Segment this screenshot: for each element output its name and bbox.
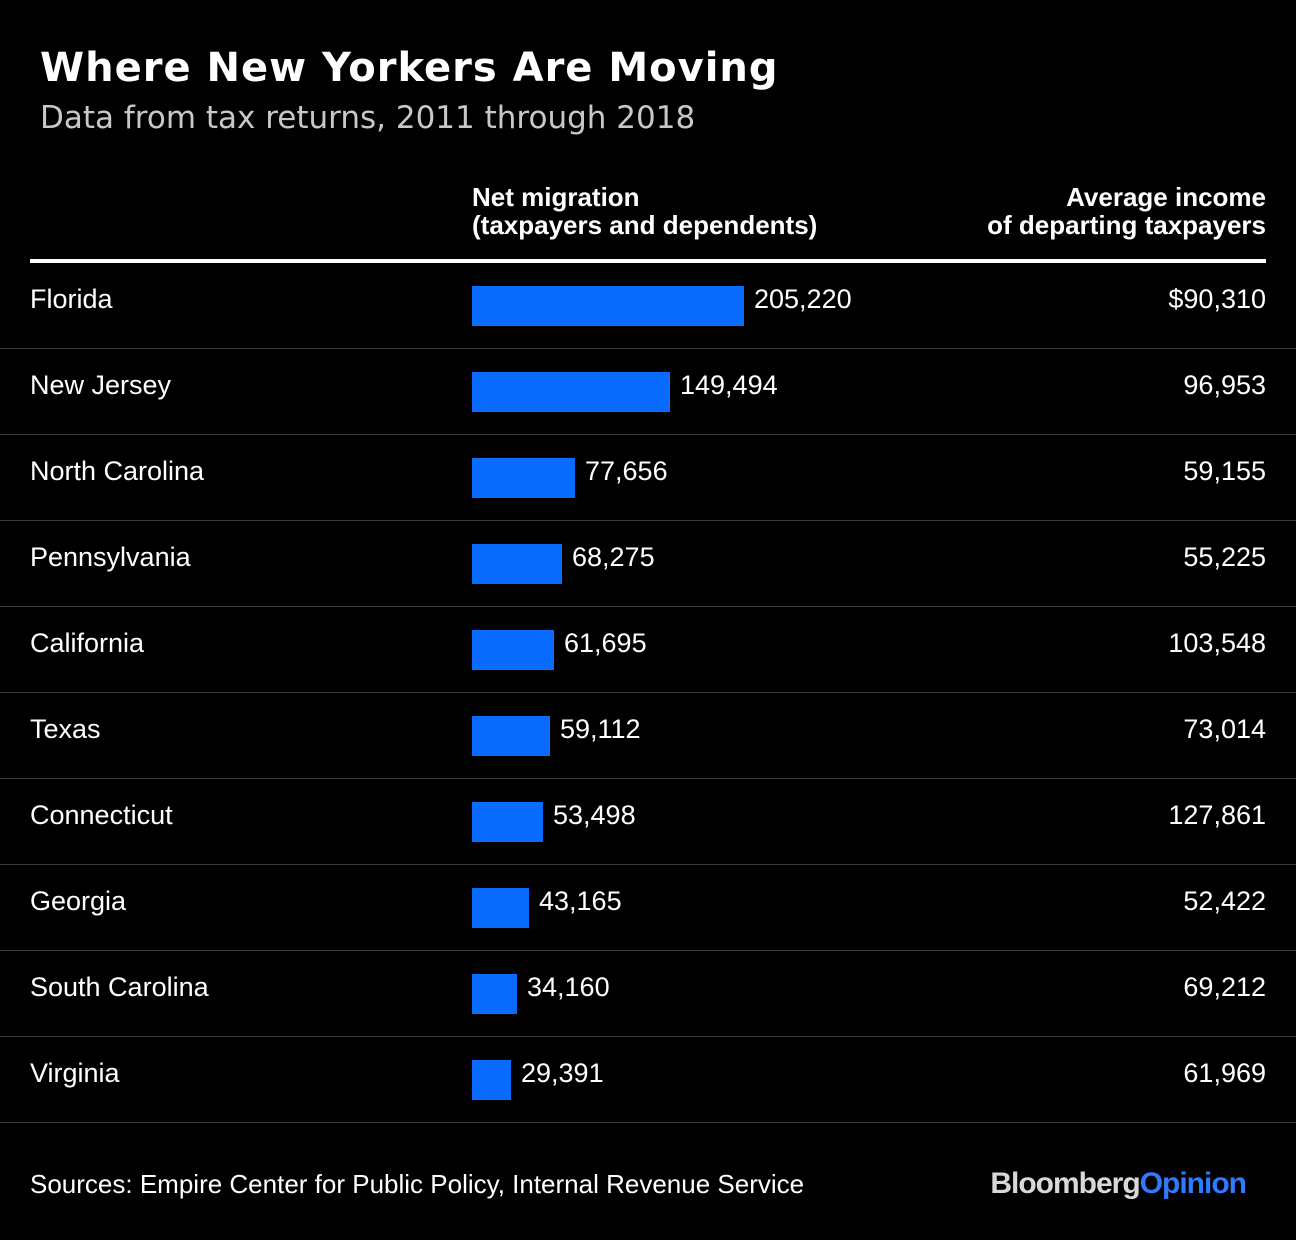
chart-row: Virginia 29,391 61,969 — [0, 1037, 1296, 1123]
income-value-label: 127,861 — [1168, 800, 1266, 830]
migration-bar — [472, 802, 543, 842]
bloomberg-opinion-logo: BloombergOpinion — [990, 1167, 1247, 1200]
migration-bar — [472, 544, 562, 584]
column-header-income-line2: of departing taxpayers — [987, 210, 1266, 240]
migration-value-label: 29,391 — [521, 1058, 604, 1088]
column-header-migration: Net migration (taxpayers and dependents) — [472, 183, 817, 239]
chart-rows: Florida 205,220 $90,310 New Jersey 149,494 96… — [0, 263, 1296, 1123]
migration-bar — [472, 716, 550, 756]
chart-subtitle: Data from tax returns, 2011 through 2018 — [40, 100, 696, 136]
state-label: South Carolina — [30, 972, 209, 1002]
migration-bar — [472, 1060, 511, 1100]
migration-bar — [472, 888, 529, 928]
column-header-income-line1: Average income — [1066, 182, 1266, 212]
income-value-label: 55,225 — [1183, 542, 1266, 572]
header-rule — [30, 259, 1266, 263]
migration-value-label: 68,275 — [572, 542, 655, 572]
income-value-label: 61,969 — [1183, 1058, 1266, 1088]
state-label: Virginia — [30, 1058, 120, 1088]
source-note: Sources: Empire Center for Public Policy… — [30, 1169, 805, 1199]
column-header-migration-line1: Net migration — [472, 182, 640, 212]
income-value-label: 59,155 — [1183, 456, 1266, 486]
state-label: Texas — [30, 714, 101, 744]
migration-value-label: 61,695 — [564, 628, 647, 658]
chart-row: North Carolina 77,656 59,155 — [0, 435, 1296, 521]
migration-value-label: 53,498 — [553, 800, 636, 830]
income-value-label: 96,953 — [1183, 370, 1266, 400]
migration-bar — [472, 286, 744, 326]
chart-row: South Carolina 34,160 69,212 — [0, 951, 1296, 1037]
migration-bar — [472, 458, 575, 498]
income-value-label: $90,310 — [1168, 284, 1266, 314]
migration-value-label: 149,494 — [680, 370, 778, 400]
chart-title: Where New Yorkers Are Moving — [40, 45, 779, 91]
income-value-label: 69,212 — [1183, 972, 1266, 1002]
state-label: Florida — [30, 284, 113, 314]
chart-row: Pennsylvania 68,275 55,225 — [0, 521, 1296, 607]
state-label: Georgia — [30, 886, 127, 916]
chart-row: Texas 59,112 73,014 — [0, 693, 1296, 779]
chart-row: New Jersey 149,494 96,953 — [0, 349, 1296, 435]
column-header-migration-line2: (taxpayers and dependents) — [472, 210, 818, 240]
state-label: North Carolina — [30, 456, 205, 486]
income-value-label: 73,014 — [1183, 714, 1266, 744]
income-value-label: 52,422 — [1183, 886, 1266, 916]
migration-value-label: 77,656 — [585, 456, 668, 486]
chart-row: Georgia 43,165 52,422 — [0, 865, 1296, 951]
migration-value-label: 34,160 — [527, 972, 610, 1002]
chart-row: California 61,695 103,548 — [0, 607, 1296, 693]
chart-row: Florida 205,220 $90,310 — [0, 263, 1296, 349]
migration-bar — [472, 974, 517, 1014]
income-value-label: 103,548 — [1168, 628, 1266, 658]
state-label: California — [30, 628, 145, 658]
migration-value-label: 43,165 — [539, 886, 622, 916]
migration-value-label: 205,220 — [754, 284, 852, 314]
state-label: Connecticut — [30, 800, 173, 830]
migration-value-label: 59,112 — [560, 714, 641, 744]
state-label: New Jersey — [30, 370, 172, 400]
column-header-income: Average income of departing taxpayers — [987, 183, 1266, 239]
state-label: Pennsylvania — [30, 542, 191, 572]
migration-bar — [472, 372, 670, 412]
migration-bar — [472, 630, 554, 670]
chart-row: Connecticut 53,498 127,861 — [0, 779, 1296, 865]
